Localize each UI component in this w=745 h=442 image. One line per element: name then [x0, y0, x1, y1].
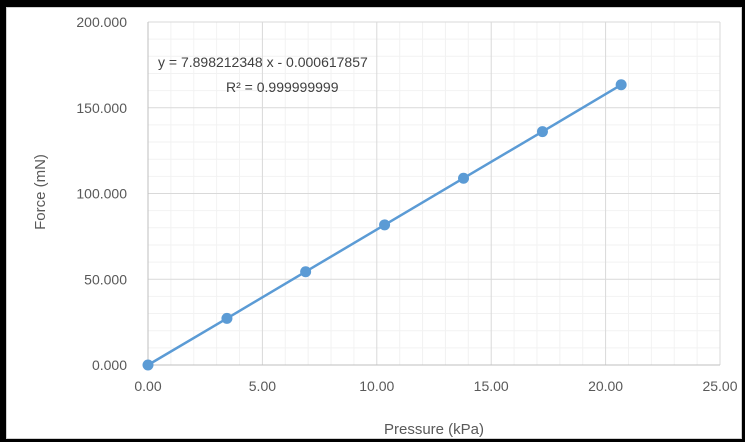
data-point [379, 219, 391, 231]
axes [147, 22, 720, 366]
x-axis-title: Pressure (kPa) [384, 421, 484, 438]
y-axis-title: Force (mN) [32, 154, 49, 230]
data-point [458, 172, 470, 184]
y-tick-label: 100.000 [76, 186, 127, 202]
y-axis-tick-labels: 0.000 50.000 100.000 150.000 200.000 [76, 14, 127, 373]
y-tick-label: 150.000 [76, 100, 127, 116]
chart-area [6, 7, 742, 439]
data-point [142, 359, 154, 371]
y-tick-label: 200.000 [76, 14, 127, 30]
x-tick-label: 20.00 [588, 378, 623, 394]
data-point [615, 79, 627, 91]
data-point [536, 126, 548, 138]
x-axis-tick-labels: 0.00 5.00 10.00 15.00 20.00 25.00 [134, 378, 737, 394]
series-group [142, 79, 627, 371]
data-point [221, 312, 233, 324]
data-point [300, 266, 312, 278]
y-tick-label: 50.000 [84, 271, 127, 287]
x-tick-label: 10.00 [359, 378, 394, 394]
y-tick-label: 0.000 [92, 357, 127, 373]
x-tick-label: 5.00 [249, 378, 276, 394]
trendline-equation: y = 7.898212348 x - 0.000617857 [158, 54, 368, 70]
major-gridlines [148, 21, 721, 365]
x-tick-label: 15.00 [474, 378, 509, 394]
x-tick-label: 0.00 [134, 378, 161, 394]
trendline-r-squared: R² = 0.999999999 [226, 79, 339, 95]
x-tick-label: 25.00 [702, 378, 737, 394]
